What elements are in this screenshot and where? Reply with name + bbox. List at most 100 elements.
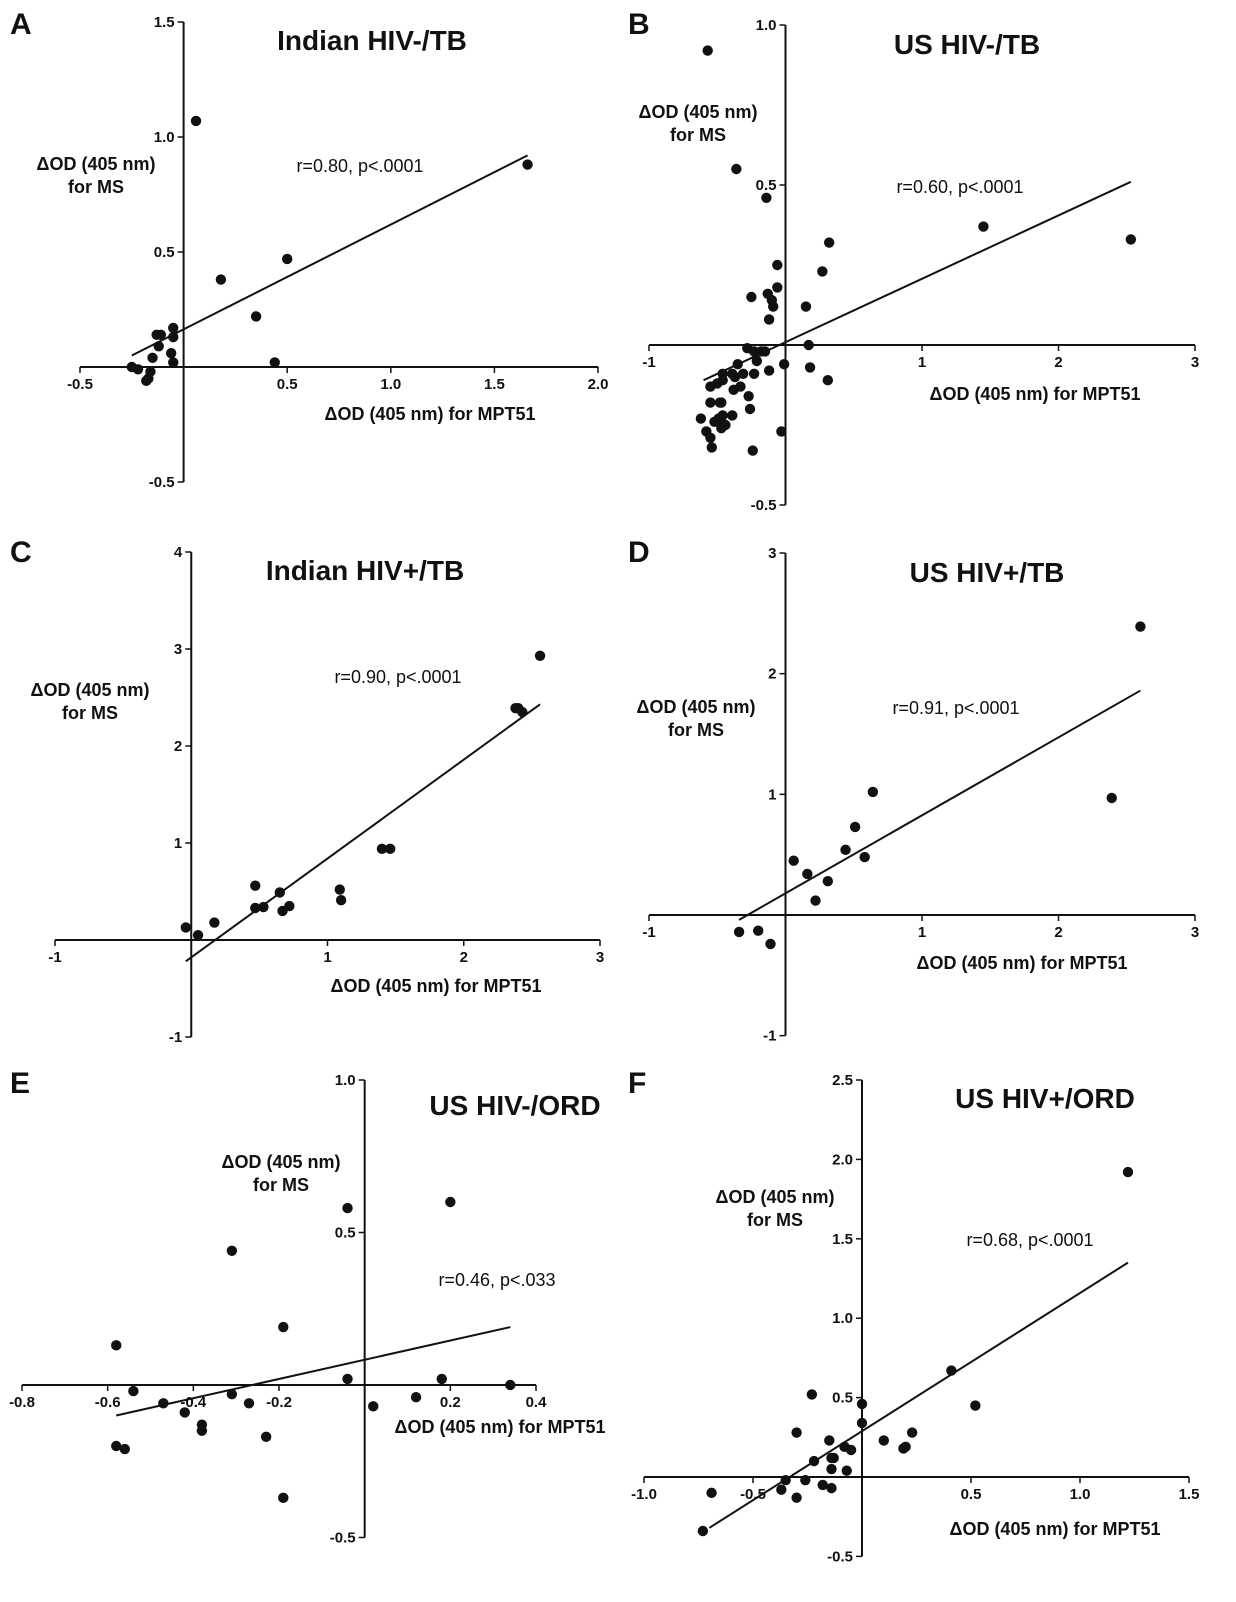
data-point: [278, 1492, 289, 1504]
data-point: [705, 432, 716, 443]
x-tick-label: 1.5: [484, 376, 505, 393]
data-point: [342, 1373, 353, 1385]
data-point: [780, 1474, 791, 1486]
data-point: [505, 1379, 516, 1391]
x-tick-label: 3: [1191, 354, 1199, 371]
data-point: [250, 880, 261, 891]
data-point: [759, 346, 771, 357]
data-point: [695, 413, 707, 424]
y-tick-label: 1.5: [154, 14, 175, 31]
data-point: [810, 895, 821, 906]
data-point: [250, 311, 262, 322]
y-tick-label: -0.5: [827, 1548, 853, 1565]
data-point: [705, 397, 716, 408]
data-point: [278, 1321, 289, 1333]
x-tick-label: 1: [918, 354, 926, 371]
y-tick-label: 3: [768, 545, 776, 562]
data-point: [410, 1392, 422, 1403]
data-point: [334, 884, 345, 895]
y-tick-label: 1.0: [335, 1072, 356, 1089]
data-point: [817, 1479, 828, 1491]
y-axis-label: ΔOD (405 nm): [37, 154, 156, 174]
chart-title: US HIV+/TB: [910, 557, 1065, 588]
data-point: [826, 1452, 837, 1464]
y-axis-label: for MS: [253, 1175, 309, 1195]
correlation-annotation: r=0.90, p<.0001: [334, 667, 461, 687]
regression-line: [708, 1261, 1129, 1529]
data-point: [141, 375, 152, 386]
panel-letter: C: [10, 536, 32, 569]
panel-letter: B: [628, 8, 650, 41]
data-point: [867, 786, 879, 798]
data-point: [119, 1443, 130, 1455]
data-point: [250, 902, 261, 914]
data-point: [258, 901, 269, 913]
data-point: [226, 1388, 238, 1400]
data-point: [823, 237, 835, 248]
y-tick-label: 4: [174, 544, 183, 561]
data-point: [878, 1435, 889, 1446]
y-axis-label: ΔOD (405 nm): [637, 697, 756, 717]
x-tick-label: -0.2: [266, 1394, 292, 1411]
y-tick-label: 0.5: [756, 177, 777, 194]
y-tick-label: 2: [768, 666, 776, 683]
data-point: [772, 282, 783, 293]
data-point: [111, 1340, 122, 1351]
panel-f: -1.0 -0.5 0.5 1.0 1.5 -0.5 0.5 1.0 1.5 2.0 2.5 F US …: [628, 1067, 1199, 1565]
y-axis-label: ΔOD (405 nm): [222, 1152, 341, 1172]
regression-line: [131, 154, 529, 357]
data-point: [822, 876, 834, 887]
x-tick-label: -0.4: [180, 1394, 207, 1411]
x-tick-label: 1.5: [1179, 1486, 1200, 1503]
data-point: [806, 1389, 818, 1400]
y-tick-label: 1: [174, 835, 182, 852]
y-axis-label: ΔOD (405 nm): [639, 102, 758, 122]
data-point: [978, 221, 989, 232]
data-point: [735, 381, 746, 392]
data-point: [824, 1435, 835, 1446]
x-tick-label: -0.8: [9, 1394, 35, 1411]
x-tick-label: -1: [642, 354, 655, 371]
data-point: [153, 341, 164, 352]
data-point: [269, 357, 280, 368]
data-point: [717, 410, 728, 421]
y-axis-label: for MS: [62, 703, 118, 723]
data-point: [716, 397, 727, 408]
data-point: [826, 1482, 837, 1494]
x-tick-label: 1: [918, 924, 926, 941]
data-point: [697, 1525, 709, 1537]
data-point: [1106, 792, 1117, 804]
data-point: [803, 339, 814, 351]
chart-title: US HIV+/ORD: [955, 1083, 1135, 1114]
data-point: [859, 851, 870, 863]
data-point: [376, 843, 388, 855]
data-point: [209, 917, 220, 928]
data-point: [706, 1487, 717, 1499]
x-tick-label: 1.0: [1070, 1486, 1091, 1503]
regression-line: [185, 703, 541, 963]
data-point: [436, 1373, 447, 1385]
correlation-annotation: r=0.46, p<.033: [438, 1270, 555, 1290]
x-tick-label: 1.0: [380, 376, 401, 393]
x-tick-label: 3: [1191, 924, 1199, 941]
data-point: [517, 706, 528, 718]
correlation-annotation: r=0.68, p<.0001: [966, 1230, 1093, 1250]
data-point: [791, 1492, 802, 1503]
panel-b: -1 1 2 3 -0.5 0.5 1.0 B US HIV-/TB ΔOD (405 nm) fo…: [628, 8, 1199, 514]
x-axis-label: ΔOD (405 nm) for MPT51: [917, 953, 1128, 973]
regression-line: [116, 1326, 511, 1417]
panel-letter: D: [628, 536, 650, 569]
data-point: [744, 403, 756, 415]
data-point: [179, 1407, 190, 1418]
data-point: [826, 1463, 837, 1475]
y-tick-label: 1.0: [154, 129, 175, 146]
data-point: [772, 259, 783, 271]
y-tick-label: -0.5: [330, 1530, 356, 1547]
data-point: [808, 1455, 820, 1467]
x-tick-label: -0.5: [67, 376, 93, 393]
correlation-annotation: r=0.91, p<.0001: [892, 698, 1019, 718]
data-point: [445, 1196, 456, 1208]
data-point: [776, 1484, 787, 1495]
data-point: [727, 410, 738, 421]
data-point: [839, 1441, 850, 1453]
